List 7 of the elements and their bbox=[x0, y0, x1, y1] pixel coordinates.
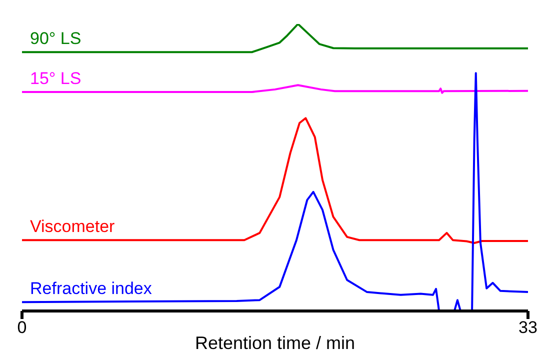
x-tick-label: 0 bbox=[17, 318, 27, 338]
x-axis-title: Retention time / min bbox=[194, 333, 356, 353]
series-label: Viscometer bbox=[30, 217, 116, 236]
x-tick-label: 33 bbox=[518, 318, 538, 338]
series-label: 15° LS bbox=[30, 69, 82, 88]
series-label: Refractive index bbox=[30, 279, 152, 298]
series-label: 90° LS bbox=[30, 29, 82, 48]
